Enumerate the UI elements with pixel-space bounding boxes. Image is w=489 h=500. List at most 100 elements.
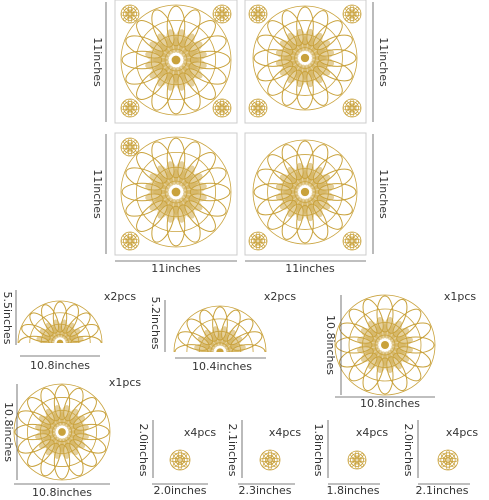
dimension-label: 2.0inches [153, 484, 206, 497]
piece: x2pcs 5.2inches 10.4inches [149, 290, 296, 373]
petal [66, 434, 86, 449]
center [269, 459, 271, 461]
ring [347, 236, 357, 246]
ring [251, 234, 265, 248]
ring [354, 457, 360, 463]
dimension-label: 2.1inches [226, 423, 239, 476]
ring [135, 20, 216, 100]
center [257, 13, 259, 15]
petal [204, 329, 218, 348]
ring [251, 101, 265, 115]
ring [294, 181, 316, 203]
ring [29, 312, 91, 343]
ring [215, 7, 229, 21]
ring [347, 450, 367, 470]
petal [45, 408, 60, 428]
ring [253, 236, 263, 246]
petal [310, 174, 331, 190]
ring [127, 11, 133, 17]
ring [253, 9, 263, 19]
dimension-label: 10.8inches [30, 359, 90, 372]
ring [265, 455, 275, 465]
ring [345, 101, 359, 115]
quantity-label: x4pcs [446, 426, 479, 439]
ring [186, 318, 254, 352]
petal [387, 349, 403, 370]
petal [38, 434, 58, 449]
petal [157, 165, 174, 187]
mandala [212, 98, 232, 118]
dimension-label: 2.0inches [402, 423, 415, 476]
petal [157, 197, 174, 219]
petal [279, 174, 300, 190]
mandala [248, 4, 268, 24]
petal [279, 40, 300, 56]
dimension-label: 1.8inches [312, 423, 325, 476]
mandala [252, 139, 358, 245]
dimension-label: 11inches [285, 262, 335, 275]
center [381, 341, 389, 349]
quantity-label: x1pcs [109, 376, 142, 389]
mandala [252, 5, 358, 111]
ring [350, 453, 364, 467]
petal [66, 415, 86, 430]
ring [52, 421, 73, 442]
mandala [248, 231, 268, 251]
ring [127, 105, 133, 111]
dimension-label: 11inches [91, 37, 104, 87]
center [447, 459, 449, 461]
ring [345, 7, 359, 21]
petal [389, 347, 410, 363]
ring [349, 105, 355, 111]
ring [123, 140, 137, 154]
petal [178, 197, 195, 219]
petal [18, 335, 50, 343]
ring [164, 48, 188, 72]
petal [307, 32, 323, 53]
ring [253, 103, 263, 113]
dimension-lines [105, 2, 374, 262]
dimension-label: 11inches [377, 169, 390, 219]
dimension-label: 10.8inches [360, 397, 420, 410]
petal [310, 60, 331, 76]
petal [287, 197, 303, 218]
petal [307, 63, 323, 84]
ring [210, 342, 230, 352]
ring [135, 151, 216, 232]
ring [13, 383, 111, 481]
petal [178, 65, 195, 87]
ring [217, 9, 227, 19]
mandala [120, 136, 232, 248]
mandala [347, 450, 367, 470]
ring [120, 136, 232, 248]
quantity-label: x4pcs [356, 426, 389, 439]
dimension-label: 2.0inches [137, 423, 150, 476]
petal [224, 336, 243, 350]
petal [287, 32, 303, 53]
mandala [342, 4, 362, 24]
ring [177, 457, 183, 463]
ring [173, 305, 267, 352]
sheets [114, 0, 367, 256]
piece: x1pcs 10.8inches 10.8inches [324, 290, 476, 410]
dimension-label: 1.8inches [326, 484, 379, 497]
center [351, 13, 353, 15]
quantity-label: x4pcs [184, 426, 217, 439]
mandala [212, 4, 232, 24]
center [351, 240, 353, 242]
ring [198, 330, 242, 352]
center [129, 13, 131, 15]
ring [125, 142, 135, 152]
ring [374, 334, 396, 356]
ring [40, 323, 80, 343]
dimension-label: 10.4inches [192, 360, 252, 373]
ring [120, 231, 140, 251]
ring [255, 11, 261, 17]
ring [443, 455, 453, 465]
piece: x2pcs 5.5inches 10.8inches [1, 290, 136, 372]
petal [310, 40, 331, 56]
petal [287, 166, 303, 187]
